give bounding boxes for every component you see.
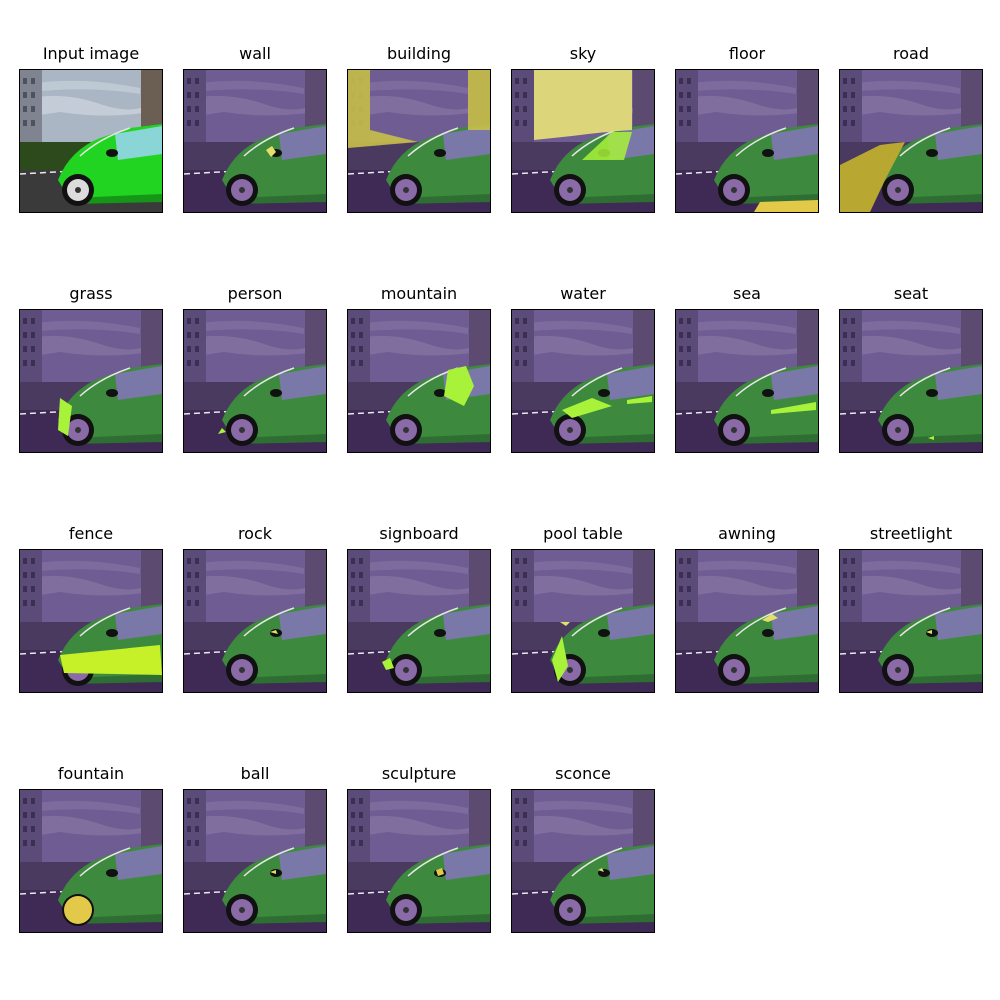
mask-overlay-image	[839, 69, 983, 213]
mask-overlay-image	[183, 789, 327, 933]
panel-title: pool table	[543, 524, 623, 543]
mask-overlay-image	[347, 69, 491, 213]
mask-overlay-image	[347, 789, 491, 933]
panel-title: water	[560, 284, 606, 303]
mask-overlay-image	[675, 69, 819, 213]
panel-title: sculpture	[381, 764, 457, 783]
panel-title: road	[893, 44, 929, 63]
mask-overlay-image	[839, 549, 983, 693]
panel-title: rock	[237, 524, 273, 543]
mask-overlay-image	[19, 789, 163, 933]
mask-overlay-image	[19, 309, 163, 453]
panel-title: seat	[893, 284, 929, 303]
input-image	[19, 69, 163, 213]
mask-overlay-image	[347, 549, 491, 693]
mask-overlay-image	[347, 309, 491, 453]
mask-overlay-image	[183, 549, 327, 693]
mask-overlay-image	[511, 309, 655, 453]
mask-overlay-image	[511, 789, 655, 933]
mask-overlay-image	[675, 309, 819, 453]
mask-overlay-image	[183, 69, 327, 213]
panel-title: fence	[68, 524, 114, 543]
panel-title: grass	[69, 284, 113, 303]
panel-title: awning	[718, 524, 776, 543]
panel-title: mountain	[380, 284, 458, 303]
panel-title: building	[386, 44, 452, 63]
panel-title: streetlight	[869, 524, 953, 543]
panel-title: fountain	[57, 764, 125, 783]
panel-title: signboard	[379, 524, 459, 543]
mask-overlay-image	[675, 549, 819, 693]
panel-title: Input image	[42, 44, 140, 63]
panel-title: person	[227, 284, 283, 303]
mask-overlay-image	[839, 309, 983, 453]
panel-title: sconce	[555, 764, 611, 783]
mask-overlay-image	[511, 549, 655, 693]
panel-title: sea	[733, 284, 761, 303]
panel-title: sky	[569, 44, 597, 63]
mask-overlay-image	[19, 549, 163, 693]
mask-overlay-image	[511, 69, 655, 213]
mask-overlay-image	[183, 309, 327, 453]
panel-title: wall	[239, 44, 271, 63]
panel-title: floor	[728, 44, 766, 63]
panel-title: ball	[240, 764, 270, 783]
